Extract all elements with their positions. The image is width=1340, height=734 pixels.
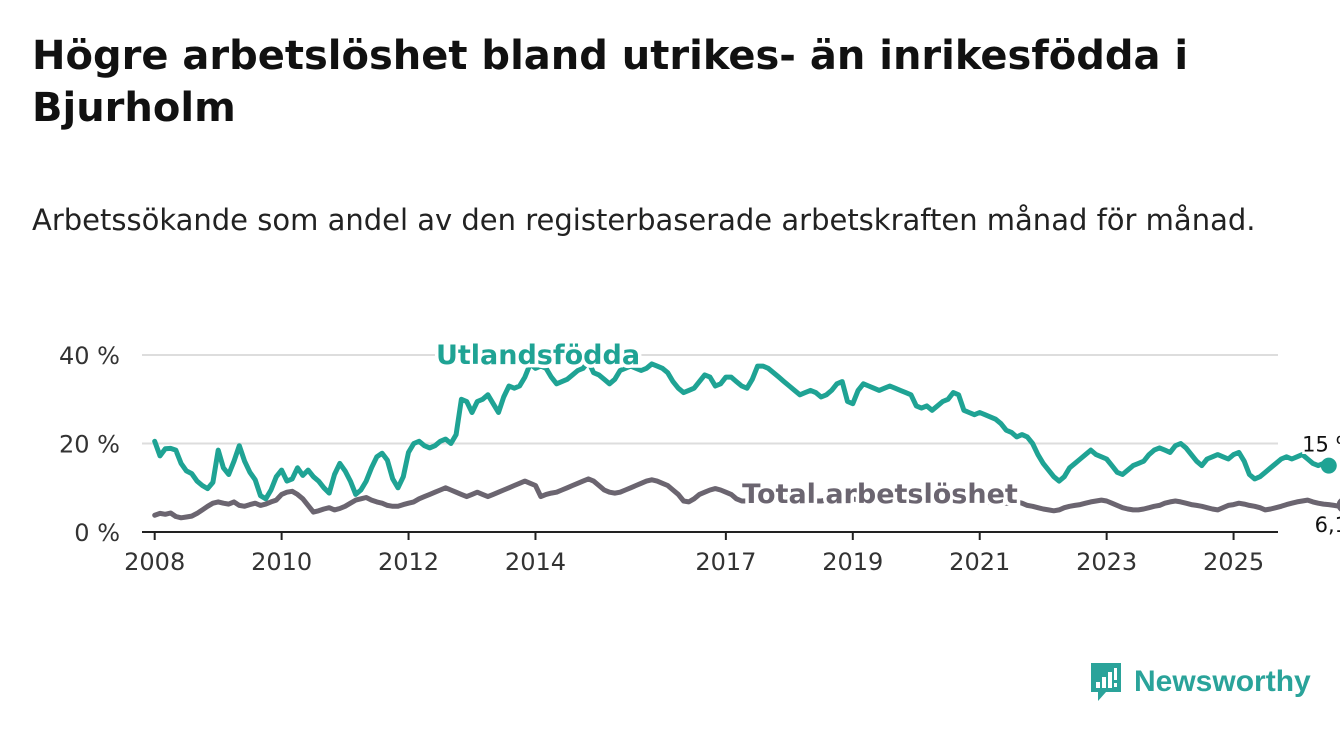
gridlines bbox=[142, 354, 1278, 445]
series-line-total bbox=[152, 476, 1340, 521]
x-tick-label: 2014 bbox=[505, 548, 566, 576]
series-line-utlandsfodda bbox=[152, 359, 1332, 502]
chart-subtitle: Arbetssökande som andel av den registerb… bbox=[32, 203, 1256, 237]
series-lines bbox=[152, 359, 1340, 521]
series-end-marker bbox=[1320, 457, 1337, 474]
y-tick-label: 20 % bbox=[59, 431, 120, 459]
x-tick-label: 2025 bbox=[1203, 548, 1264, 576]
newsworthy-logo-text: Newsworthy bbox=[1134, 665, 1311, 698]
x-tick-label: 2017 bbox=[695, 548, 756, 576]
series-end-marker bbox=[1336, 498, 1340, 512]
series-end-label: 6,1 % bbox=[1315, 513, 1340, 537]
chart-title: Högre arbetslöshet bland utrikes- än inr… bbox=[32, 33, 1189, 131]
chart-labels: 15 % 6,1 % Utlandsfödda Total arbetslöshet bbox=[432, 337, 1340, 540]
axes: 0 % 20 % 40 % 2008 2010 2012 2014 2017 2019 2021 2… bbox=[59, 342, 1278, 576]
x-tick-label: 2012 bbox=[378, 548, 439, 576]
series-label-utlandsfodda: Utlandsfödda bbox=[436, 340, 640, 371]
newsworthy-logo-icon bbox=[1091, 663, 1121, 701]
x-tick-label: 2023 bbox=[1076, 548, 1137, 576]
newsworthy-logo: Newsworthy bbox=[1088, 660, 1311, 704]
y-tick-label: 0 % bbox=[74, 519, 120, 547]
x-tick-label: 2019 bbox=[822, 548, 883, 576]
x-tick-label: 2021 bbox=[949, 548, 1010, 576]
series-label-total: Total arbetslöshet bbox=[742, 479, 1018, 510]
y-tick-label: 40 % bbox=[59, 342, 120, 370]
x-tick-label: 2010 bbox=[251, 548, 312, 576]
series-end-label: 15 % bbox=[1302, 433, 1340, 457]
x-tick-label: 2008 bbox=[124, 548, 185, 576]
